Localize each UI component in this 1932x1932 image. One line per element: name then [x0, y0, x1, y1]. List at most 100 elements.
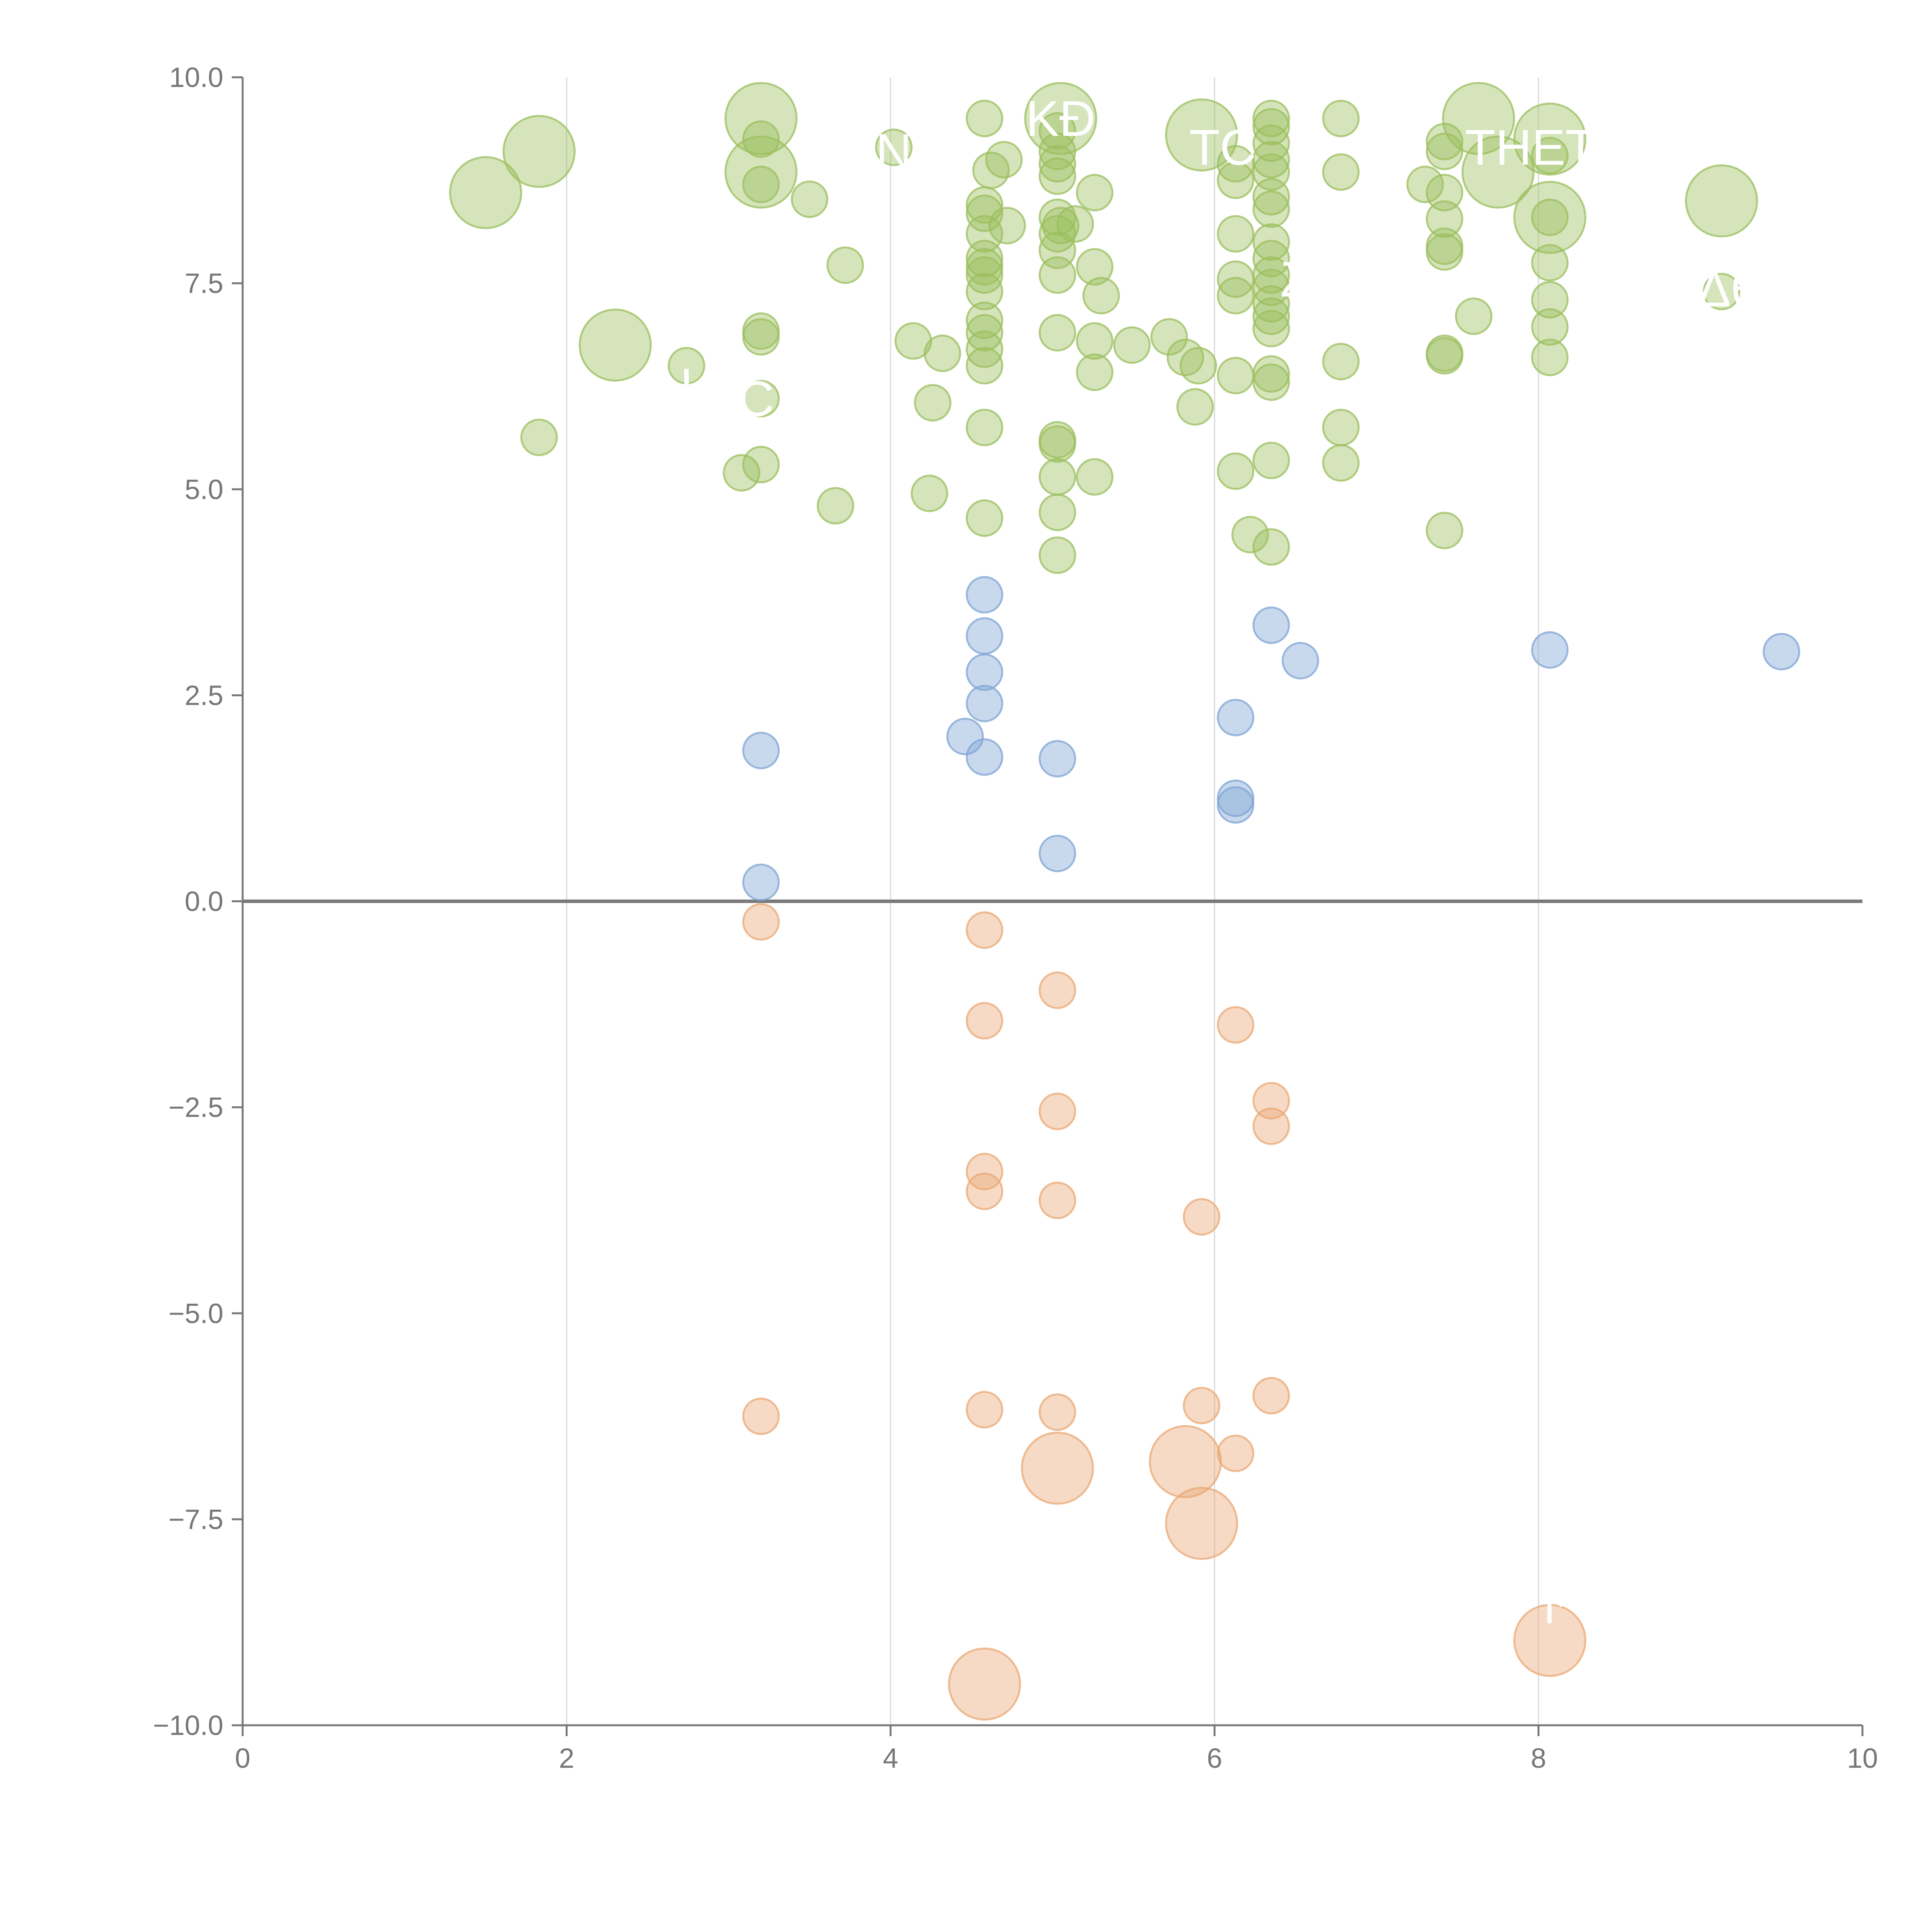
point-label: C	[738, 371, 774, 427]
data-point-mid	[1217, 699, 1255, 736]
data-point-high	[1455, 297, 1493, 335]
data-point-low	[1183, 1387, 1221, 1425]
data-point-mid	[1531, 631, 1569, 669]
data-point-high	[910, 474, 948, 512]
data-point-mid	[742, 863, 780, 901]
x-tick-label: 6	[1207, 1743, 1222, 1774]
data-point-high	[966, 256, 1003, 294]
axes: 0 2 4 6 8 10 10.0 7.5 5.0 2.5 0.0 −2.5 −5.0 −7.5 −10.0	[153, 62, 1878, 1774]
data-point-high	[1461, 135, 1535, 209]
data-point-high	[1531, 338, 1569, 376]
y-tick-label: 2.5	[185, 680, 223, 711]
data-point-high	[1113, 326, 1151, 364]
data-point-high	[578, 308, 652, 382]
data-point-high	[1165, 98, 1238, 172]
data-point-high	[966, 100, 1003, 138]
data-point-mid	[966, 653, 1003, 691]
data-point-high	[1231, 516, 1269, 554]
data-point-high	[1039, 458, 1077, 496]
data-point-high	[1685, 164, 1758, 238]
data-point-high	[1176, 388, 1214, 426]
data-point-low	[966, 1153, 1003, 1190]
data-point-high	[1531, 281, 1569, 319]
data-point-high	[1039, 493, 1077, 531]
data-point-low	[1183, 1198, 1221, 1236]
data-point-high	[966, 499, 1003, 537]
data-point-high	[966, 272, 1003, 310]
y-tick-label: 5.0	[185, 474, 223, 505]
data-point-high	[1252, 363, 1290, 401]
data-point-high	[1039, 256, 1077, 294]
data-point-high	[1702, 272, 1740, 310]
data-point-high	[816, 487, 854, 525]
y-tick-label: −2.5	[168, 1092, 223, 1123]
data-point-low	[966, 1002, 1003, 1040]
data-point-high	[1217, 452, 1255, 490]
point-label: ↱	[1537, 1578, 1579, 1634]
data-point-high	[972, 151, 1010, 189]
data-point-high	[1252, 442, 1290, 480]
data-point-high	[723, 454, 760, 492]
data-point-high	[502, 115, 576, 188]
data-point-high	[1076, 458, 1114, 496]
data-point-high	[1425, 122, 1463, 160]
data-point-high	[894, 322, 932, 360]
data-point-mid	[966, 576, 1003, 614]
data-point-high	[1252, 297, 1290, 335]
data-point-mid	[1762, 633, 1800, 670]
data-point-high	[1217, 277, 1255, 315]
data-point-high	[985, 141, 1023, 179]
x-tick-label: 10	[1847, 1743, 1878, 1774]
data-point-low	[966, 1172, 1003, 1210]
data-point-low	[1021, 1432, 1094, 1505]
data-points	[449, 82, 1800, 1721]
y-tick-label: −10.0	[153, 1710, 223, 1741]
data-point-high	[742, 165, 780, 203]
data-point-mid	[966, 617, 1003, 655]
point-labels: KÐ TC THET N Cı Z Δθ ↱	[680, 90, 1759, 1634]
data-point-high	[966, 240, 1003, 277]
data-point-high	[1531, 244, 1569, 282]
data-point-mid	[966, 738, 1003, 776]
data-point-high	[1322, 343, 1360, 381]
data-point-high	[1056, 205, 1094, 243]
data-point-high	[1039, 145, 1077, 183]
data-point-high	[1039, 157, 1077, 195]
data-point-high	[1150, 318, 1188, 356]
data-point-high	[966, 301, 1003, 339]
data-point-low	[1217, 1434, 1255, 1472]
data-point-high	[1039, 112, 1077, 150]
data-point-high	[1252, 256, 1290, 294]
data-point-low	[966, 911, 1003, 949]
data-point-high	[1322, 153, 1360, 191]
data-point-high	[875, 128, 913, 166]
data-point-low	[1252, 1107, 1290, 1145]
data-point-high	[1322, 408, 1360, 446]
data-point-high	[1425, 200, 1463, 238]
data-point-high	[742, 318, 780, 356]
data-point-high	[1252, 269, 1290, 306]
data-point-high	[1217, 357, 1255, 395]
data-point-low	[1039, 1092, 1077, 1130]
point-label: Δθ	[1697, 261, 1759, 317]
y-tick-label: −7.5	[168, 1504, 223, 1535]
data-point-high	[1322, 444, 1360, 482]
data-point-high	[1252, 190, 1290, 228]
data-point-mid	[1039, 740, 1077, 778]
data-point-high	[742, 380, 780, 418]
data-point-mid	[742, 731, 780, 769]
x-tick-label: 2	[559, 1743, 574, 1774]
data-point-high	[1252, 178, 1290, 216]
data-point-high	[520, 418, 558, 456]
data-point-high	[1179, 347, 1217, 384]
point-label: KÐ	[1026, 90, 1096, 147]
data-point-high	[742, 446, 780, 483]
y-tick-label: 0.0	[185, 886, 223, 917]
x-tick-label: 0	[235, 1743, 250, 1774]
data-point-high	[966, 330, 1003, 368]
data-point-high	[1322, 100, 1360, 138]
data-point-high	[1252, 310, 1290, 347]
point-label: THET	[1465, 119, 1596, 175]
data-point-high	[966, 314, 1003, 352]
data-point-high	[1076, 248, 1114, 286]
